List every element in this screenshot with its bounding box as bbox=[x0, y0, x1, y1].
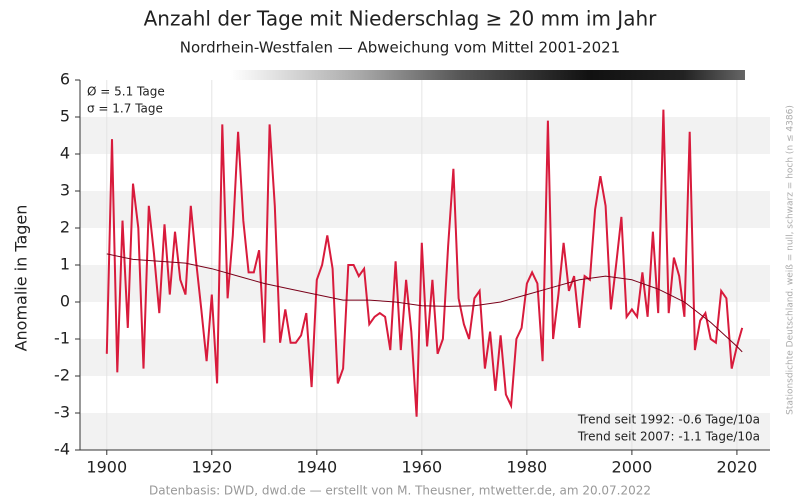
x-tick-label: 2020 bbox=[717, 458, 758, 477]
grid-band bbox=[80, 117, 770, 154]
y-tick-label: 2 bbox=[60, 218, 70, 237]
x-tick-label: 1900 bbox=[86, 458, 127, 477]
y-tick-label: 3 bbox=[60, 181, 70, 200]
side-note: Stationsdichte Deutschland. weiß = null,… bbox=[786, 105, 796, 415]
annotation: σ = 1.7 Tage bbox=[87, 102, 163, 116]
chart-title: Anzahl der Tage mit Niederschlag ≥ 20 mm… bbox=[144, 7, 658, 31]
x-tick-label: 2000 bbox=[612, 458, 653, 477]
x-tick-label: 1980 bbox=[507, 458, 548, 477]
annotation: Trend seit 2007: -1.1 Tage/10a bbox=[577, 430, 760, 444]
y-tick-label: 0 bbox=[60, 292, 70, 311]
x-tick-label: 1960 bbox=[401, 458, 442, 477]
y-tick-label: -3 bbox=[54, 403, 70, 422]
y-tick-label: -4 bbox=[54, 440, 70, 459]
grid-band bbox=[80, 413, 770, 450]
annotation: Trend seit 1992: -0.6 Tage/10a bbox=[577, 413, 760, 427]
annotation: Ø = 5.1 Tage bbox=[87, 85, 165, 99]
y-tick-label: -1 bbox=[54, 329, 70, 348]
grid-band bbox=[80, 339, 770, 376]
data-line bbox=[105, 109, 744, 417]
y-tick-label: -2 bbox=[54, 366, 70, 385]
y-tick-label: 1 bbox=[60, 255, 70, 274]
x-tick-label: 1940 bbox=[296, 458, 337, 477]
footer: Datenbasis: DWD, dwd.de — erstellt von M… bbox=[149, 484, 651, 498]
x-tick-label: 1920 bbox=[191, 458, 232, 477]
data-line bbox=[106, 253, 743, 353]
plot-area: 1900 1920 1940 1960 1980 2000 2020 -4 -3 -2 -1 0 1 2 3… bbox=[54, 70, 770, 477]
chart-subtitle: Nordrhein-Westfalen — Abweichung vom Mit… bbox=[180, 39, 620, 57]
station-density-bar bbox=[230, 70, 745, 80]
y-tick-label: 5 bbox=[60, 107, 70, 126]
grid-band bbox=[80, 191, 770, 228]
y-tick-label: 4 bbox=[60, 144, 70, 163]
y-axis-title: Anomalie in Tagen bbox=[12, 205, 31, 352]
y-tick-label: 6 bbox=[60, 70, 70, 89]
